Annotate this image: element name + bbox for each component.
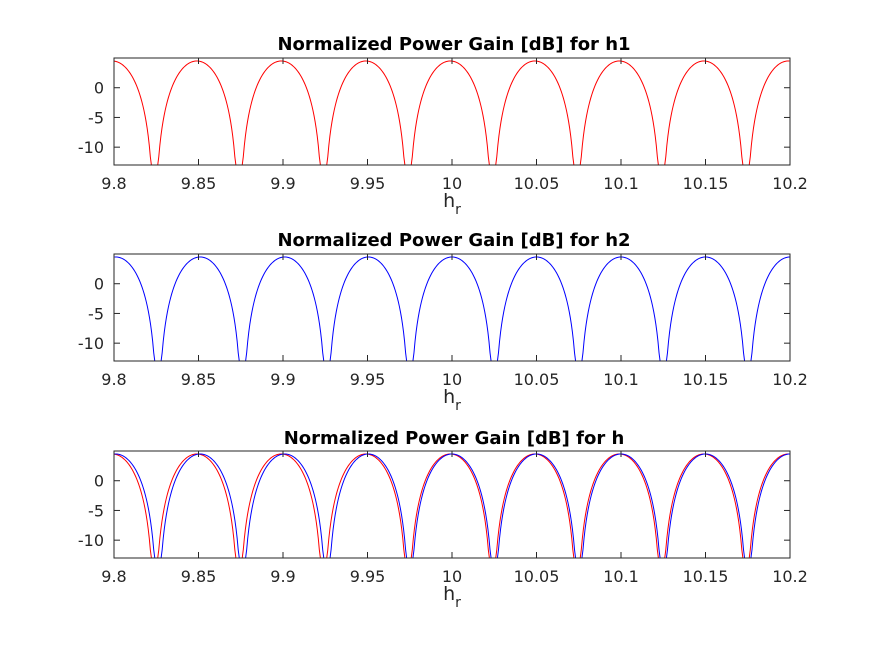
y-tick-label: 0: [94, 275, 104, 294]
subplot-2: Normalized Power Gain [dB] for h2 0 -5 -10…: [78, 230, 808, 414]
x-tick-label: 10.1: [603, 174, 639, 193]
y-axis: 0 -5 -10: [78, 472, 790, 550]
x-axis: 9.8 9.85 9.9 9.95 10 10.05 10.1 10.15 10.2: [101, 58, 808, 193]
x-axis-label-subscript: r: [455, 398, 461, 414]
x-tick-label: 9.95: [350, 174, 386, 193]
curves: [114, 256, 791, 362]
x-tick-label: 9.85: [181, 370, 217, 389]
x-tick-label: 9.8: [101, 370, 126, 389]
x-tick-label: 10.2: [772, 567, 808, 586]
plot-area: [114, 451, 790, 558]
x-tick-label: 9.95: [350, 370, 386, 389]
x-tick-label: 9.8: [101, 174, 126, 193]
axes-box: [113, 253, 791, 362]
chart-title: Normalized Power Gain [dB] for h: [284, 428, 625, 449]
y-axis: 0 -5 -10: [78, 79, 790, 157]
x-tick-label: 10: [442, 174, 462, 193]
plot-area: [114, 58, 790, 165]
y-tick-label: -10: [78, 531, 104, 550]
x-tick-label: 9.8: [101, 567, 126, 586]
x-axis: 9.8 9.85 9.9 9.95 10 10.05 10.1 10.15 10.2: [101, 254, 808, 389]
x-tick-label: 9.95: [350, 567, 386, 586]
x-tick-label: 10.2: [772, 174, 808, 193]
chart-title: Normalized Power Gain [dB] for h2: [277, 230, 630, 251]
x-axis-label-subscript: r: [455, 595, 461, 611]
x-axis-label-subscript: r: [455, 202, 461, 218]
x-tick-label: 9.9: [270, 567, 295, 586]
axes-box: [113, 57, 791, 166]
subplot-1: Normalized Power Gain [dB] for h1 0 -5 -10…: [78, 34, 808, 218]
x-tick-label: 10: [442, 370, 462, 389]
x-tick-label: 10.2: [772, 370, 808, 389]
y-tick-label: -5: [88, 501, 104, 520]
y-tick-label: -10: [78, 334, 104, 353]
x-tick-label: 9.85: [181, 567, 217, 586]
x-axis-label: hr: [443, 386, 461, 414]
x-tick-label: 10.15: [683, 174, 729, 193]
y-axis: 0 -5 -10: [78, 275, 790, 353]
x-tick-label: 9.9: [270, 174, 295, 193]
series-line-2: [114, 453, 791, 559]
x-axis-label-base: h: [443, 583, 455, 605]
y-tick-label: 0: [94, 79, 104, 98]
x-tick-label: 9.9: [270, 370, 295, 389]
y-tick-label: -5: [88, 304, 104, 323]
plot-area: [114, 254, 790, 361]
y-tick-label: -5: [88, 108, 104, 127]
x-axis-label-base: h: [443, 190, 455, 212]
subplot-3: Normalized Power Gain [dB] for h 0-5-10 …: [78, 428, 808, 611]
series-line-1: [114, 256, 791, 362]
chart-title: Normalized Power Gain [dB] for h1: [277, 34, 630, 55]
axes-box: [113, 450, 791, 559]
x-axis-label: hr: [443, 190, 461, 218]
x-axis-label: hr: [443, 583, 461, 611]
x-axis: 9.8 9.85 9.9 9.95 10 10.05 10.1 10.15 10.2: [101, 451, 808, 586]
y-tick-label: -10: [78, 138, 104, 157]
x-tick-label: 10.05: [514, 567, 560, 586]
x-tick-label: 10.15: [683, 370, 729, 389]
y-tick-label: 0: [94, 472, 104, 491]
x-tick-label: 10.1: [603, 567, 639, 586]
x-axis-label-base: h: [443, 386, 455, 408]
x-tick-label: 10.15: [683, 567, 729, 586]
x-tick-label: 10.1: [603, 370, 639, 389]
x-tick-label: 10.05: [514, 174, 560, 193]
x-tick-label: 9.85: [181, 174, 217, 193]
x-tick-label: 10: [442, 567, 462, 586]
x-tick-label: 10.05: [514, 370, 560, 389]
